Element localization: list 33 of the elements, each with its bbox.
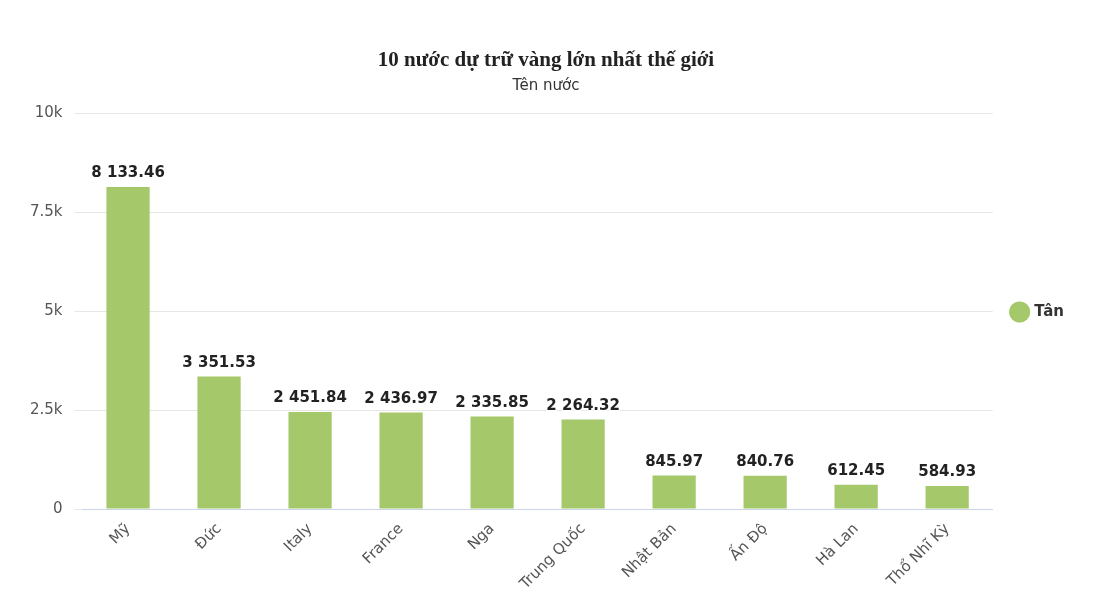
chart-subtitle: Tên nước	[511, 76, 580, 95]
bar	[106, 187, 150, 509]
y-tick-label: 2.5k	[29, 399, 63, 418]
bar	[743, 475, 787, 509]
bar	[288, 411, 332, 509]
data-label: 2 436.97	[364, 388, 438, 407]
x-tick-label: Mỹ	[105, 519, 134, 548]
data-label: 2 451.84	[273, 388, 347, 407]
bar	[834, 484, 878, 509]
data-label: 3 351.53	[182, 352, 256, 371]
bar	[652, 475, 696, 509]
y-tick-label: 7.5k	[29, 202, 63, 221]
bar	[925, 485, 969, 509]
bar	[561, 419, 605, 509]
data-label: 840.76	[736, 452, 795, 471]
data-label: 845.97	[645, 451, 704, 470]
x-tick-label: Nga	[463, 519, 498, 554]
data-label: 612.45	[827, 461, 886, 480]
bar	[197, 376, 241, 509]
bar	[470, 416, 514, 509]
x-tick-label: Ấn Độ	[723, 517, 771, 565]
x-tick-label: Hà Lan	[812, 519, 862, 569]
data-label: 584.93	[918, 462, 977, 481]
data-label: 2 264.32	[546, 395, 620, 414]
y-tick-label: 5k	[44, 301, 63, 320]
y-tick-label: 0	[52, 498, 63, 517]
x-tick-label: Đức	[191, 519, 225, 553]
legend-label: Tân	[1034, 301, 1065, 320]
bar	[379, 412, 423, 509]
y-tick-label: 10k	[34, 103, 63, 122]
data-label: 8 133.46	[91, 163, 165, 182]
data-label: 2 335.85	[455, 392, 529, 411]
chart-title: 10 nước dự trữ vàng lớn nhất thế giới	[377, 47, 715, 72]
